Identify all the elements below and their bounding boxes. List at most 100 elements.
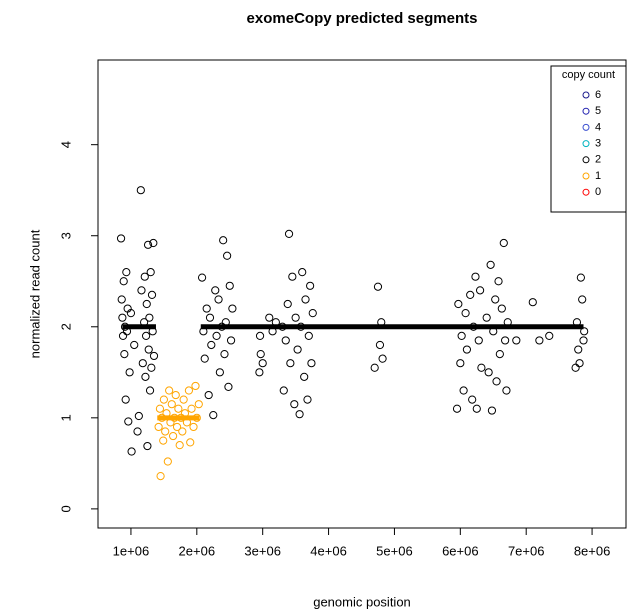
- point: [163, 457, 172, 466]
- point: [265, 313, 274, 322]
- legend-label: 2: [595, 154, 601, 166]
- point: [155, 404, 165, 413]
- legend-label: 3: [595, 138, 601, 150]
- point: [284, 229, 294, 239]
- point: [142, 299, 151, 309]
- point: [574, 345, 583, 354]
- point: [143, 240, 153, 249]
- point: [167, 400, 176, 409]
- point: [512, 336, 521, 345]
- point: [255, 331, 265, 340]
- point: [576, 273, 585, 282]
- point: [472, 404, 481, 413]
- plot-frame: [97, 59, 627, 529]
- point: [283, 299, 292, 309]
- point: [179, 395, 188, 404]
- y-tick-label: 3: [58, 232, 73, 239]
- point: [211, 286, 220, 295]
- point: [149, 351, 159, 361]
- point: [214, 295, 223, 304]
- point: [126, 309, 136, 318]
- point: [471, 272, 480, 281]
- point: [580, 327, 589, 336]
- legend-label: 4: [595, 121, 601, 133]
- y-tick-label: 1: [58, 414, 73, 421]
- point: [178, 427, 187, 436]
- point: [578, 295, 587, 304]
- legend-label: 5: [595, 105, 601, 117]
- x-tick-label: 8e+06: [574, 543, 611, 558]
- y-tick-label: 2: [58, 323, 73, 330]
- point: [212, 331, 221, 340]
- legend-title: copy count: [562, 69, 615, 81]
- point: [474, 336, 483, 345]
- point: [171, 390, 180, 400]
- point: [134, 411, 143, 421]
- point: [118, 331, 128, 340]
- point: [191, 381, 200, 391]
- point: [495, 349, 504, 359]
- x-tick-label: 1e+06: [113, 543, 150, 558]
- point: [462, 345, 472, 354]
- point: [136, 186, 145, 195]
- point: [186, 438, 195, 447]
- point: [373, 282, 383, 291]
- point: [225, 281, 234, 290]
- point: [219, 236, 228, 245]
- point: [308, 309, 317, 318]
- point: [204, 390, 213, 400]
- point: [545, 331, 554, 340]
- point: [497, 304, 506, 313]
- point: [165, 386, 174, 395]
- point: [122, 268, 131, 277]
- point: [298, 268, 307, 277]
- point: [486, 260, 495, 269]
- y-axis-label: normalized read count: [27, 229, 42, 358]
- legend-marker: [582, 140, 590, 148]
- point: [207, 340, 216, 350]
- legend-label: 6: [595, 89, 601, 101]
- x-axis-label: genomic position: [313, 594, 411, 609]
- point: [224, 382, 233, 391]
- point: [146, 268, 155, 277]
- y-tick-label: 0: [58, 505, 73, 512]
- point: [141, 372, 150, 381]
- point: [168, 431, 178, 441]
- point: [300, 372, 309, 381]
- point: [159, 436, 168, 445]
- point: [137, 286, 146, 295]
- point: [475, 286, 485, 295]
- legend-marker: [582, 172, 590, 180]
- point: [205, 313, 215, 322]
- point: [279, 386, 288, 395]
- point: [215, 368, 224, 377]
- point: [378, 354, 387, 363]
- point: [256, 349, 265, 359]
- point: [226, 336, 236, 345]
- point: [154, 422, 163, 432]
- point: [147, 290, 157, 300]
- point: [454, 299, 463, 309]
- point: [375, 340, 385, 350]
- point: [484, 368, 493, 377]
- point: [307, 359, 316, 368]
- x-tick-label: 2e+06: [179, 543, 216, 558]
- point: [482, 313, 491, 322]
- point: [301, 295, 310, 304]
- point: [116, 234, 126, 243]
- point: [118, 313, 127, 322]
- point: [220, 349, 229, 359]
- point: [535, 336, 544, 345]
- y-tick-label: 4: [58, 141, 73, 148]
- point: [130, 340, 139, 350]
- point: [487, 406, 497, 415]
- point: [147, 363, 156, 372]
- point: [141, 331, 151, 340]
- point: [370, 363, 379, 372]
- point: [303, 395, 312, 404]
- point: [187, 404, 196, 413]
- point: [223, 251, 232, 260]
- legend-marker: [582, 123, 590, 131]
- point: [571, 363, 580, 372]
